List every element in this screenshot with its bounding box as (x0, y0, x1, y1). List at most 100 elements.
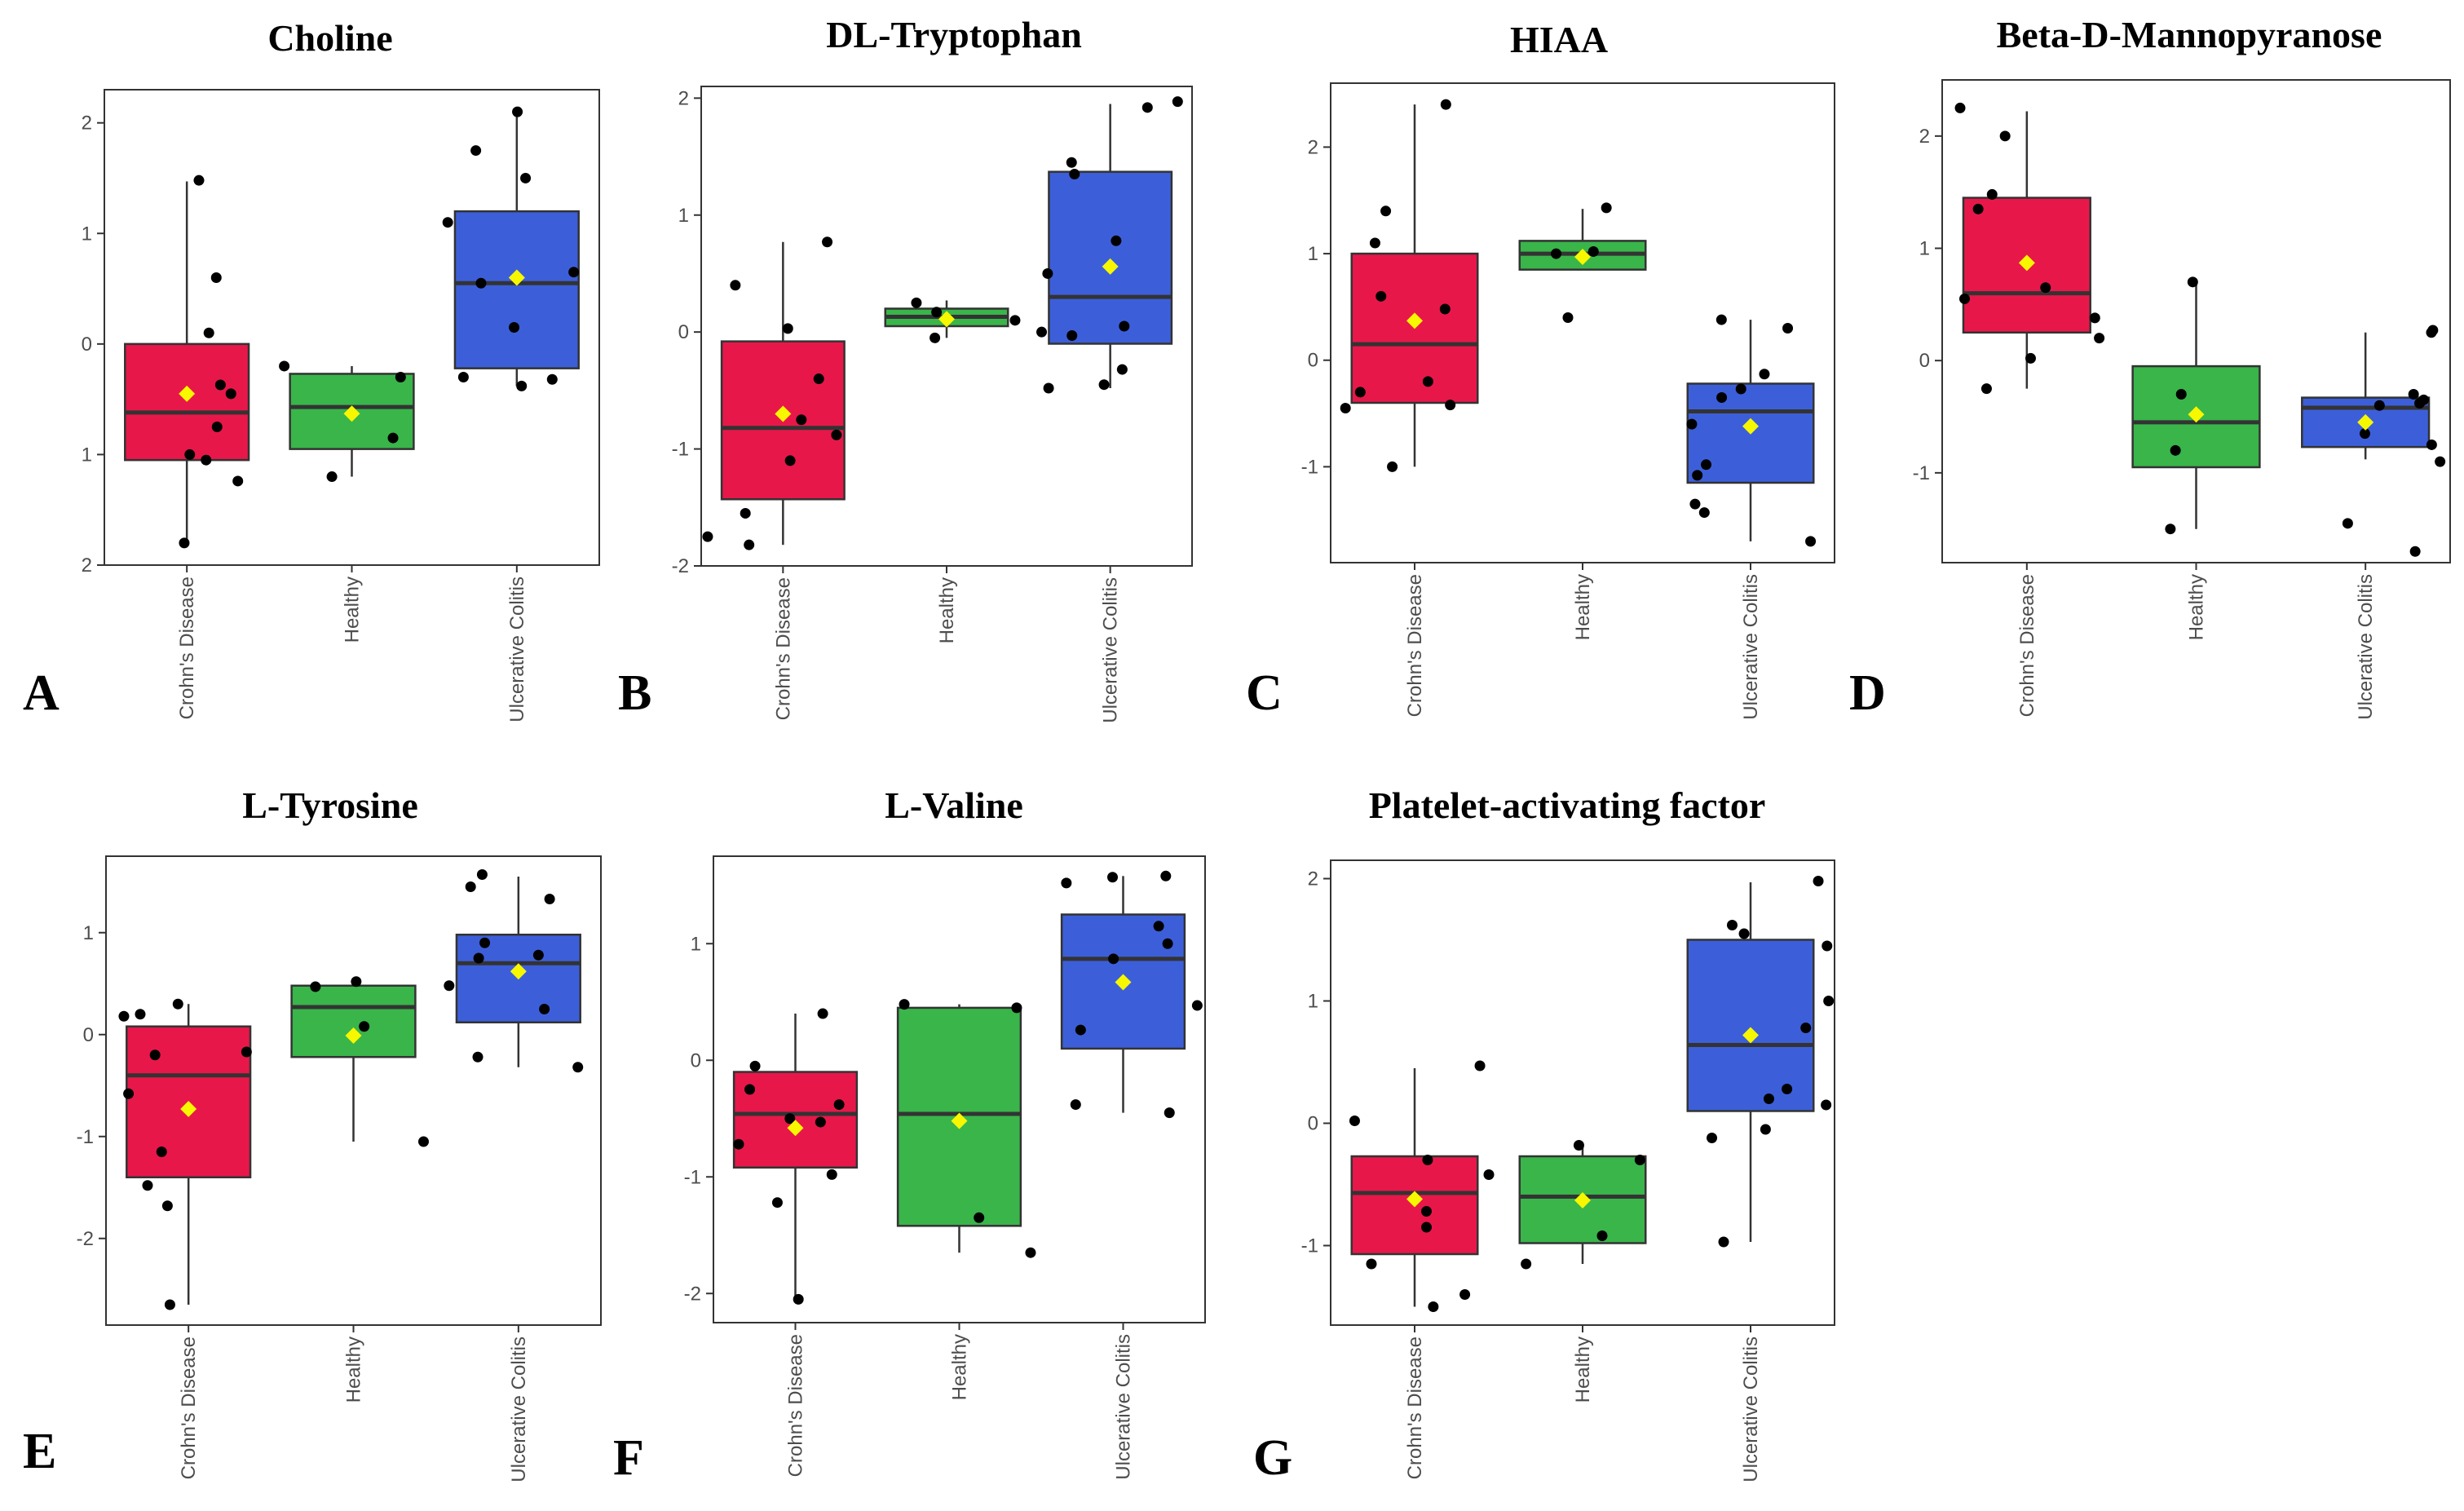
data-point (1759, 369, 1770, 380)
data-point (796, 414, 807, 426)
data-point (1108, 953, 1119, 965)
mean-marker (2357, 413, 2374, 431)
data-point (1782, 1084, 1793, 1094)
data-point (1098, 379, 1110, 391)
data-point (532, 949, 544, 961)
x-tick-label: Crohn's Disease (2016, 574, 2038, 717)
data-point (822, 236, 833, 248)
data-point (512, 106, 523, 117)
x-tick-label: Ulcerative Colitis (506, 577, 528, 722)
data-point (2409, 546, 2421, 557)
data-point (1043, 382, 1054, 394)
data-point (1601, 202, 1612, 214)
data-point (1011, 1002, 1022, 1014)
y-tick-label: 1 (1919, 238, 1930, 260)
panel-c: HIAA C -1 0 1 2 Crohn's Disease Healthy Ulcerati… (1246, 19, 1835, 721)
data-point (702, 531, 713, 542)
box-crohns (124, 342, 250, 462)
data-point (730, 280, 741, 291)
data-point (475, 277, 487, 289)
data-point (1111, 235, 1122, 246)
data-point (931, 307, 943, 318)
box-uc (1686, 939, 1815, 1112)
data-point (465, 881, 476, 892)
data-point (2408, 388, 2419, 400)
panel-letter: F (613, 1430, 644, 1486)
data-point (179, 537, 190, 549)
data-point (1800, 1023, 1812, 1033)
data-point (974, 1212, 985, 1223)
data-point (1340, 403, 1351, 414)
mean-marker (1115, 974, 1132, 991)
data-point (1445, 400, 1456, 411)
data-point (815, 1116, 826, 1128)
data-point (1162, 938, 1173, 949)
panel-letter: E (23, 1424, 56, 1479)
panel-title: Choline (267, 17, 392, 59)
y-tick-label: 1 (82, 223, 92, 245)
data-point (2359, 428, 2370, 440)
y-tick-label: 1 (83, 922, 94, 944)
y-tick-label: 1 (678, 205, 689, 227)
data-point (1025, 1247, 1036, 1258)
data-point (1420, 1206, 1432, 1217)
mean-marker (180, 1101, 197, 1117)
panel-b: DL-Tryptophan B -2 -1 0 1 2 Crohn's Disease Heal… (618, 14, 1193, 723)
data-point (123, 1088, 135, 1099)
data-point (2175, 388, 2187, 400)
mean-marker (1742, 1027, 1759, 1044)
data-point (1707, 1133, 1718, 1143)
data-point (1573, 1140, 1584, 1151)
data-point (2342, 518, 2353, 529)
data-point (1716, 314, 1727, 325)
x-tick-label: Crohn's Disease (176, 577, 198, 719)
data-point (2187, 276, 2198, 288)
data-point (1822, 940, 1833, 952)
data-point (1686, 418, 1698, 430)
mean-marker (775, 405, 792, 422)
data-point (457, 372, 469, 383)
data-point (911, 297, 922, 308)
data-point (1191, 1000, 1203, 1011)
data-point (771, 1197, 783, 1208)
panel-title: Beta-D-Mannopyranose (1997, 14, 2382, 55)
data-point (1805, 536, 1817, 547)
mean-marker (2188, 406, 2205, 423)
mean-marker (343, 405, 360, 422)
mean-marker (938, 311, 955, 328)
data-point (831, 429, 842, 440)
x-tick-label: Ulcerative Colitis (1740, 574, 1762, 720)
mean-marker (508, 269, 525, 286)
y-tick-label: 0 (83, 1024, 94, 1046)
data-point (172, 998, 183, 1010)
data-point (1689, 498, 1701, 510)
data-point (2170, 444, 2181, 456)
y-tick-label: -1 (672, 439, 689, 461)
y-tick-label: -1 (1301, 1235, 1318, 1257)
data-point (417, 1136, 429, 1147)
data-point (1066, 329, 1078, 341)
data-point (1716, 391, 1728, 403)
data-point (2040, 282, 2051, 294)
data-point (326, 471, 338, 483)
x-tick-label: Healthy (1572, 574, 1594, 640)
y-tick-label: 0 (82, 334, 92, 356)
data-point (784, 455, 796, 466)
y-tick-label: 2 (678, 87, 689, 109)
panel-letter: G (1253, 1430, 1292, 1486)
box-crohns (720, 340, 846, 501)
mean-marker (510, 963, 527, 980)
data-point (784, 1113, 796, 1124)
data-point (472, 1051, 484, 1063)
data-point (1428, 1301, 1439, 1312)
data-point (833, 1099, 845, 1111)
mean-marker (1406, 312, 1423, 329)
data-point (214, 379, 226, 391)
data-point (210, 272, 222, 283)
panel-title: L-Valine (885, 784, 1023, 826)
data-point (899, 999, 910, 1010)
data-point (1172, 96, 1183, 108)
data-point (1521, 1258, 1532, 1270)
data-point (473, 952, 484, 964)
